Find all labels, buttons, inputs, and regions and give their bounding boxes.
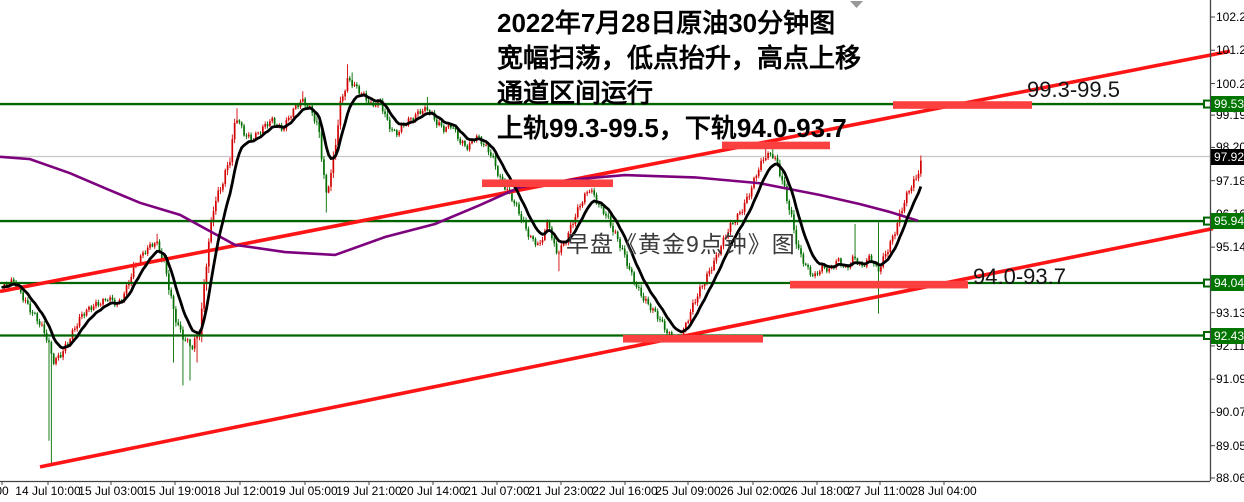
resistance-zone-bar [482,179,613,188]
ma-slow-line [0,155,919,257]
y-tick-label: 88.06 [1216,470,1244,485]
resistance-zone-bar [722,141,830,150]
x-tick-label: 14 Jul 10:00 [15,484,81,498]
y-tick-label: 100.2 [1216,76,1244,91]
title-line-4: 上轨99.3-99.5，下轨94.0-93.7 [497,113,847,143]
y-tick-label-highlight: 99.53 [1211,96,1244,113]
x-tick-label: 20 Jul 14:00 [400,484,466,498]
x-tick-label: 28 Jul 04:00 [911,484,977,498]
x-tick-label: 25 Jul 09:00 [655,484,721,498]
trend-line-lower-channel [39,226,1214,469]
x-tick-label: 21 Jul 07:00 [464,484,530,498]
title-line-3: 通道区间运行 [497,78,654,108]
y-tick-label-highlight: 97.92 [1211,148,1244,165]
ma-fast-line [1,93,923,350]
y-tick-label: 102.2 [1216,10,1244,24]
resistance-zone-bar [893,101,1032,109]
x-tick-label: 22 Jul 16:00 [592,484,658,498]
x-tick-label: 15 Jul 19:00 [142,484,208,498]
x-tick-label: 19 Jul 05:00 [272,484,338,498]
x-tick-label: 26 Jul 02:00 [720,484,786,498]
x-tick-label: 00 [0,484,9,498]
title-line-1: 2022年7月28日原油30分钟图 [497,8,836,38]
y-tick-label-highlight: 92.43 [1211,327,1244,344]
x-tick-label: 21 Jul 23:00 [528,484,594,498]
y-tick-label: 89.05 [1216,438,1244,453]
y-tick-label: 95.14 [1216,240,1244,255]
upper-band-annotation: 99.3-99.5 [1027,77,1120,102]
y-tick-label-highlight: 95.94 [1211,213,1244,230]
y-tick-label-highlight: 94.04 [1211,275,1244,292]
y-tick-label: 90.07 [1216,405,1244,420]
x-tick-label: 19 Jul 21:00 [336,484,402,498]
x-tick-label: 26 Jul 18:00 [784,484,850,498]
scroll-indicator-triangle [850,1,863,8]
y-tick-label: 101.2 [1216,43,1244,58]
y-tick-label: 93.13 [1216,305,1244,320]
title-line-2: 宽幅扫荡，低点抬升，高点上移 [497,43,862,73]
title-block: 2022年7月28日原油30分钟图 宽幅扫荡，低点抬升，高点上移 通道区间运行 … [497,6,861,146]
lower-band-annotation: 94.0-93.7 [973,264,1066,289]
resistance-zone-bar [790,280,968,289]
trend-line-upper-channel [0,49,1231,294]
x-tick-label: 15 Jul 03:00 [78,484,144,498]
watermark-text: 早盘《黄金9点钟》图 [566,231,796,257]
y-tick-label: 91.09 [1216,372,1244,387]
y-tick-label: 97.18 [1216,173,1244,188]
candles-group [1,64,922,467]
resistance-zone-bar [623,334,763,343]
x-tick-label: 18 Jul 12:00 [207,484,273,498]
x-tick-label: 27 Jul 11:00 [847,484,913,498]
